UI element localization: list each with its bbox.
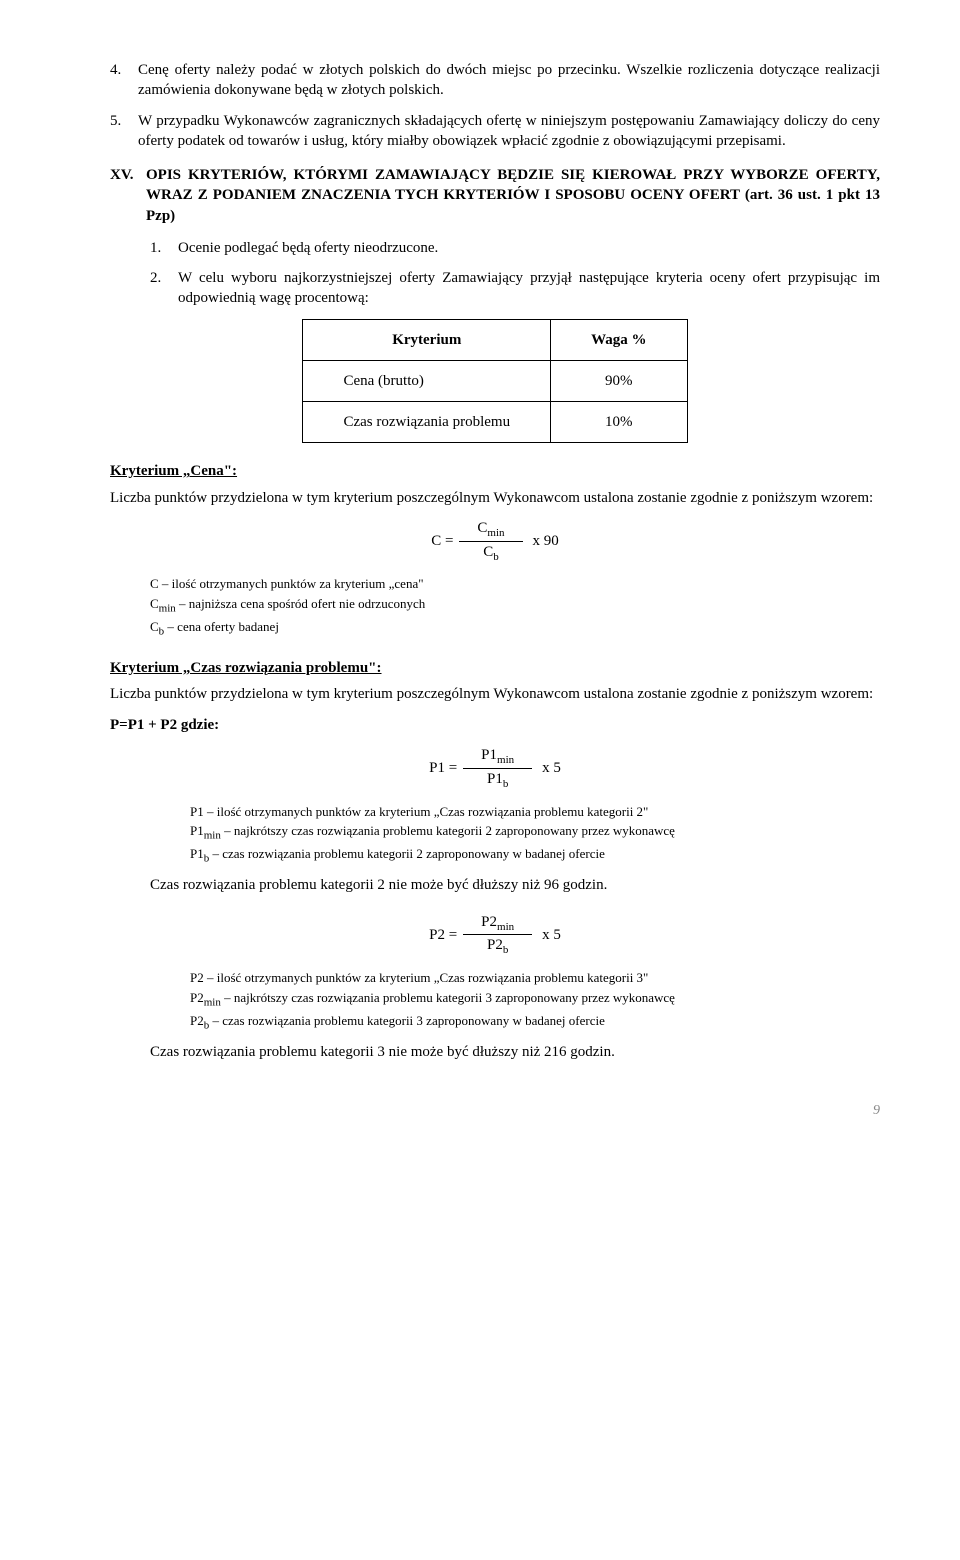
p-sum: P=P1 + P2 gdzie: [110,715,880,735]
formula-c: C = Cmin Cb x 90 [110,518,880,565]
section-xv-heading: XV. OPIS KRYTERIÓW, KTÓRYMI ZAMAWIAJĄCY … [110,165,880,226]
list-item-1: 1. Ocenie podlegać będą oferty nieodrzuc… [150,238,880,258]
section-title: OPIS KRYTERIÓW, KTÓRYMI ZAMAWIAJĄCY BĘDZ… [146,165,880,226]
legend-line: P1b – czas rozwiązania problemu kategori… [190,844,880,867]
legend-line: P2b – czas rozwiązania problemu kategori… [190,1011,880,1034]
item-text: Cenę oferty należy podać w złotych polsk… [138,60,880,101]
item-number: 1. [150,238,178,258]
table-cell: Czas rozwiązania problemu [303,402,551,443]
table-cell: Cena (brutto) [303,360,551,401]
legend-line: P2 – ilość otrzymanych punktów za kryter… [190,968,880,988]
formula-lhs: C = [431,531,459,551]
formula-denominator: Cb [465,542,517,565]
section-xv-items: 1. Ocenie podlegać będą oferty nieodrzuc… [150,238,880,309]
formula-denominator: P1b [469,769,526,792]
item-text: Ocenie podlegać będą oferty nieodrzucone… [178,238,880,258]
table-cell: 90% [551,360,687,401]
table-header: Kryterium [303,319,551,360]
legend-c: C – ilość otrzymanych punktów za kryteri… [150,574,880,640]
criteria-table: Kryterium Waga % Cena (brutto) 90% Czas … [302,319,687,444]
formula-p1: P1 = P1min P1b x 5 [110,745,880,792]
legend-line: P1 – ilość otrzymanych punktów za kryter… [190,802,880,822]
formula-multiplier: x 5 [532,925,561,945]
page-number: 9 [110,1102,880,1121]
list-item-2: 2. W celu wyboru najkorzystniejszej ofer… [150,268,880,309]
legend-line: P2min – najkrótszy czas rozwiązania prob… [190,988,880,1011]
item-text: W celu wyboru najkorzystniejszej oferty … [178,268,880,309]
legend-p2: P2 – ilość otrzymanych punktów za kryter… [190,968,880,1034]
p2-limit: Czas rozwiązania problemu kategorii 3 ni… [150,1042,880,1062]
table-row: Czas rozwiązania problemu 10% [303,402,687,443]
formula-p2: P2 = P2min P2b x 5 [110,912,880,959]
formula-fraction: P2min P2b [463,912,532,959]
item-text: W przypadku Wykonawców zagranicznych skł… [138,111,880,152]
formula-numerator: Cmin [459,518,522,542]
formula-denominator: P2b [469,935,526,958]
formula-multiplier: x 5 [532,758,561,778]
item-number: 2. [150,268,178,309]
item-number: 4. [110,60,138,101]
formula-lhs: P2 = [429,925,463,945]
formula-multiplier: x 90 [523,531,559,551]
table-header: Waga % [551,319,687,360]
legend-p1: P1 – ilość otrzymanych punktów za kryter… [190,802,880,868]
criterion-czas-title: Kryterium „Czas rozwiązania problemu": [110,658,880,678]
table-header-row: Kryterium Waga % [303,319,687,360]
formula-fraction: P1min P1b [463,745,532,792]
formula-numerator: P2min [463,912,532,936]
item-number: 5. [110,111,138,152]
formula-numerator: P1min [463,745,532,769]
p1-limit: Czas rozwiązania problemu kategorii 2 ni… [150,875,880,895]
criterion-cena-intro: Liczba punktów przydzielona w tym kryter… [110,488,880,508]
criterion-cena-title: Kryterium „Cena": [110,461,880,481]
legend-line: C – ilość otrzymanych punktów za kryteri… [150,574,880,594]
list-item-4: 4. Cenę oferty należy podać w złotych po… [110,60,880,101]
table-cell: 10% [551,402,687,443]
legend-line: Cb – cena oferty badanej [150,617,880,640]
list-item-5: 5. W przypadku Wykonawców zagranicznych … [110,111,880,152]
roman-numeral: XV. [110,165,146,226]
formula-lhs: P1 = [429,758,463,778]
criterion-czas-intro: Liczba punktów przydzielona w tym kryter… [110,684,880,704]
table-row: Cena (brutto) 90% [303,360,687,401]
formula-fraction: Cmin Cb [459,518,522,565]
legend-line: P1min – najkrótszy czas rozwiązania prob… [190,821,880,844]
legend-line: Cmin – najniższa cena spośród ofert nie … [150,594,880,617]
